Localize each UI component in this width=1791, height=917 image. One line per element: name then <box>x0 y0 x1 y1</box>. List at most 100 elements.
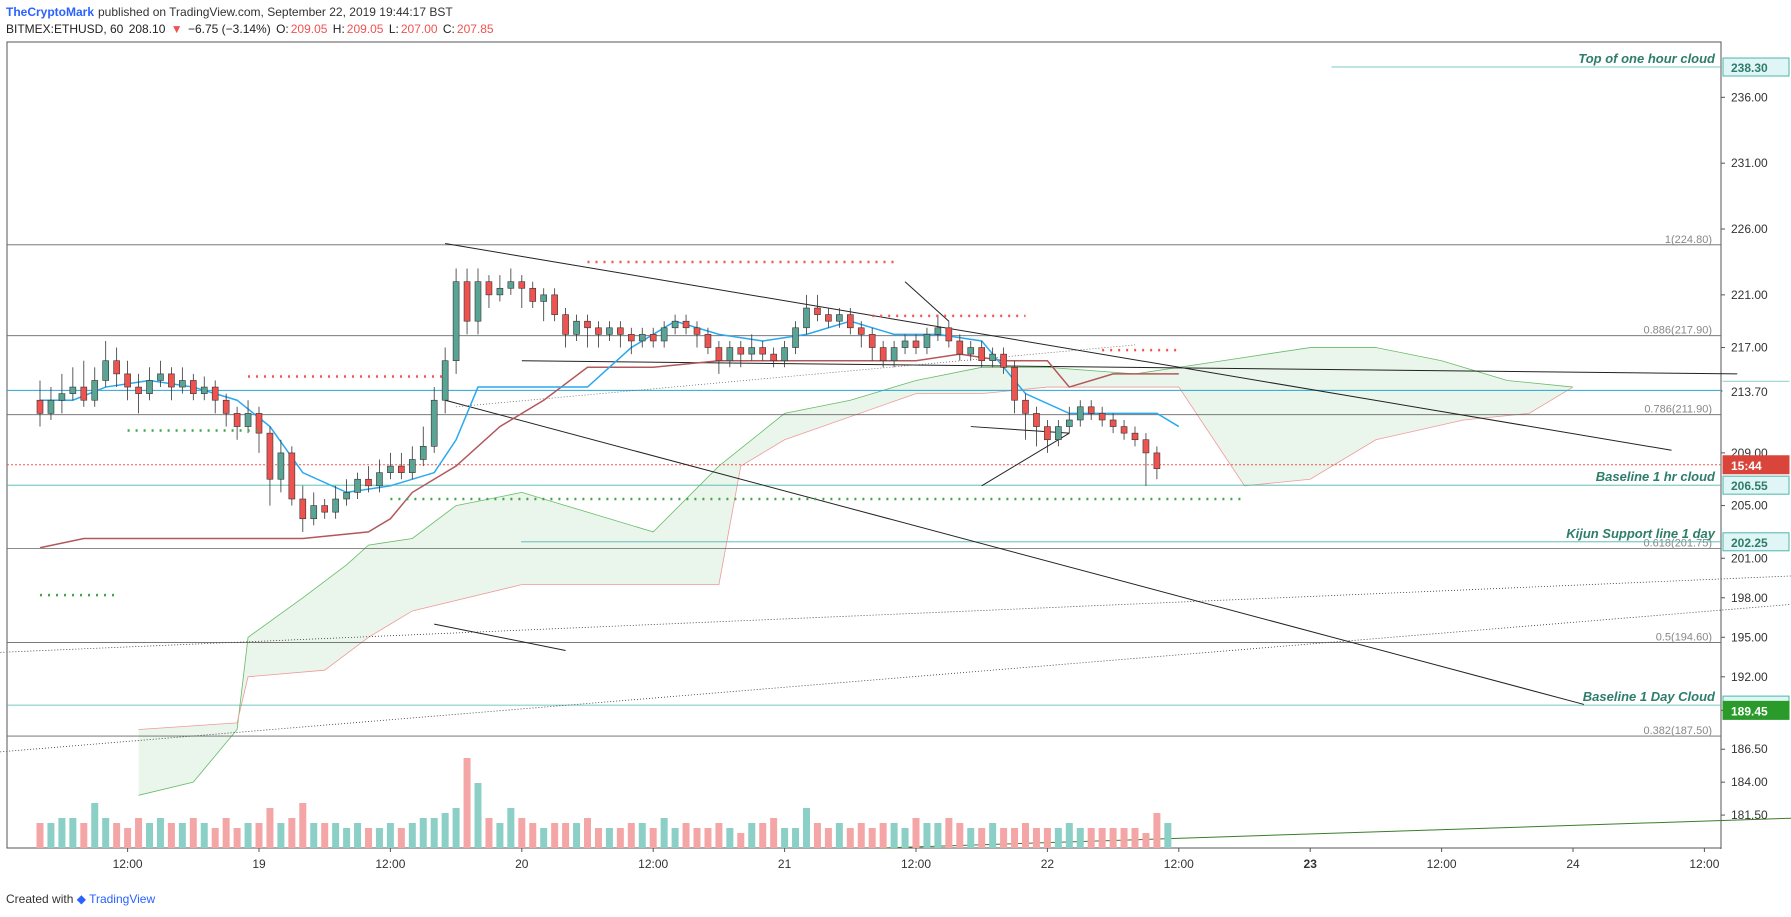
candle[interactable] <box>836 314 843 322</box>
candle[interactable] <box>814 307 821 315</box>
candle[interactable] <box>825 314 832 322</box>
candle[interactable] <box>1033 413 1040 427</box>
candle[interactable] <box>474 281 482 322</box>
candle[interactable] <box>638 334 646 342</box>
candle[interactable] <box>781 347 788 362</box>
trend-line[interactable] <box>434 623 566 651</box>
candle[interactable] <box>562 314 569 335</box>
trend-line[interactable] <box>521 360 1738 375</box>
candle[interactable] <box>989 353 996 362</box>
candle[interactable] <box>310 505 318 520</box>
plot-area[interactable] <box>6 41 1722 849</box>
candle[interactable] <box>441 360 449 401</box>
trend-line[interactable] <box>904 281 950 322</box>
candle[interactable] <box>233 413 241 427</box>
candle[interactable] <box>901 340 909 348</box>
candle[interactable] <box>682 320 690 329</box>
candle[interactable] <box>179 380 186 388</box>
candle[interactable] <box>912 340 920 348</box>
candle[interactable] <box>726 347 734 362</box>
candle[interactable] <box>321 505 329 513</box>
candle[interactable] <box>507 281 515 289</box>
candle[interactable] <box>551 294 558 315</box>
candle[interactable] <box>1055 426 1062 441</box>
candle[interactable] <box>244 413 252 427</box>
candle[interactable] <box>759 347 767 355</box>
candle[interactable] <box>222 399 230 414</box>
candle[interactable] <box>967 347 975 355</box>
candle[interactable] <box>1087 406 1095 414</box>
candle[interactable] <box>529 287 537 302</box>
candle[interactable] <box>69 386 77 394</box>
candle[interactable] <box>419 446 427 460</box>
candle[interactable] <box>627 334 635 342</box>
candle[interactable] <box>58 393 66 401</box>
candle[interactable] <box>485 281 493 296</box>
candle[interactable] <box>1098 413 1106 421</box>
candle[interactable] <box>934 327 942 335</box>
candle[interactable] <box>715 347 723 362</box>
trend-line[interactable] <box>0 574 1791 654</box>
candle[interactable] <box>36 399 44 414</box>
candle[interactable] <box>277 452 285 480</box>
candle[interactable] <box>1022 399 1029 414</box>
trend-line[interactable] <box>445 243 1672 451</box>
tradingview-link[interactable]: TradingView <box>89 892 156 906</box>
candle[interactable] <box>80 386 88 401</box>
candle[interactable] <box>573 320 580 335</box>
candle[interactable] <box>890 347 898 362</box>
candle[interactable] <box>923 334 931 348</box>
candle[interactable] <box>102 360 109 381</box>
candle[interactable] <box>606 327 613 335</box>
candle[interactable] <box>1076 406 1084 421</box>
candle[interactable] <box>113 360 120 375</box>
candle[interactable] <box>649 334 657 342</box>
candle[interactable] <box>978 347 986 362</box>
candle[interactable] <box>211 386 219 401</box>
candle[interactable] <box>496 287 504 296</box>
candle[interactable] <box>408 459 416 473</box>
candle[interactable] <box>857 327 865 335</box>
candle[interactable] <box>1153 452 1161 470</box>
candle[interactable] <box>398 465 405 473</box>
candle[interactable] <box>704 334 712 348</box>
candle[interactable] <box>748 347 756 355</box>
candle[interactable] <box>1044 426 1051 441</box>
candle[interactable] <box>956 340 964 355</box>
author-link[interactable]: TheCryptoMark <box>6 5 95 19</box>
candle[interactable] <box>671 320 679 329</box>
trend-line[interactable] <box>981 432 1070 487</box>
candle[interactable] <box>332 498 339 513</box>
candle[interactable] <box>266 432 274 480</box>
candle[interactable] <box>168 373 175 388</box>
candle[interactable] <box>430 399 438 447</box>
candle[interactable] <box>693 327 701 335</box>
candle[interactable] <box>354 478 361 493</box>
candle[interactable] <box>124 373 131 388</box>
candle[interactable] <box>146 380 153 394</box>
candle[interactable] <box>463 281 471 322</box>
candle[interactable] <box>376 472 383 487</box>
candle[interactable] <box>255 413 263 434</box>
candle[interactable] <box>879 347 887 362</box>
candle[interactable] <box>584 320 591 329</box>
candle[interactable] <box>343 492 350 500</box>
candle[interactable] <box>190 380 197 394</box>
candle[interactable] <box>868 334 876 348</box>
candle[interactable] <box>288 452 296 500</box>
candle[interactable] <box>737 347 745 355</box>
candle[interactable] <box>387 465 394 473</box>
candle[interactable] <box>1011 366 1018 401</box>
candle[interactable] <box>47 399 55 414</box>
candle[interactable] <box>200 386 208 394</box>
candle[interactable] <box>770 353 777 362</box>
candle[interactable] <box>1142 439 1150 454</box>
trend-line[interactable] <box>445 399 1585 705</box>
candle[interactable] <box>365 478 372 487</box>
candle[interactable] <box>518 281 526 289</box>
candle[interactable] <box>660 327 668 342</box>
candle[interactable] <box>617 327 624 335</box>
candle[interactable] <box>1000 353 1007 368</box>
candle[interactable] <box>1120 426 1128 434</box>
